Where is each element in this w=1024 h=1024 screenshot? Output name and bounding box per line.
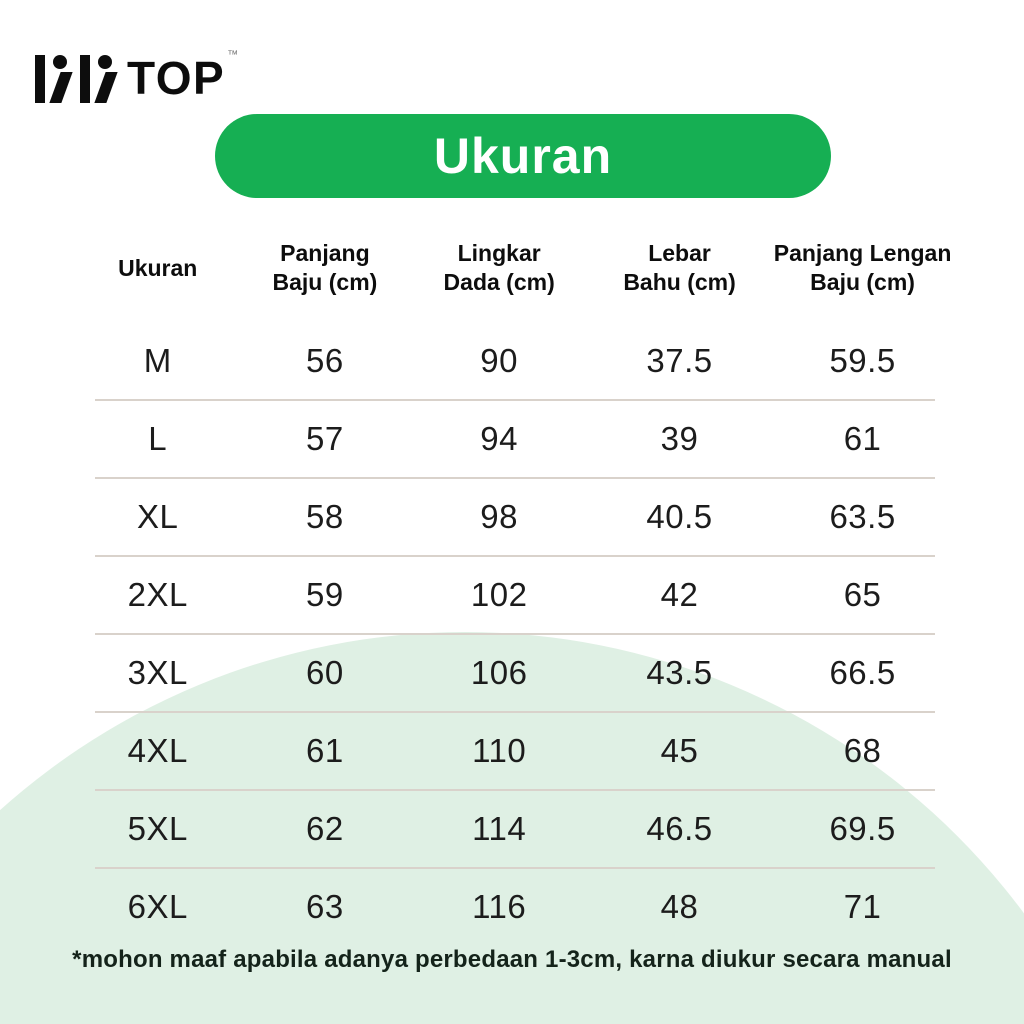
header-line: Panjang [280,240,370,266]
panjang-lengan-cell: 65 [843,576,882,613]
lingkar-dada-cell: 98 [480,498,518,535]
row-divider [95,789,935,791]
kk-logo-mark [35,45,118,103]
header-line: Dada (cm) [443,269,555,295]
panjang-baju-cell: 56 [306,342,344,379]
size-cell: 2XL [127,576,188,613]
table-row: 6XL 63 116 48 71 [75,869,955,945]
table-header-row: Ukuran Panjang Baju (cm) Lingkar Dada (cm)… [75,226,955,310]
lebar-bahu-cell: 42 [660,576,699,613]
lebar-bahu-cell: 37.5 [646,342,713,379]
size-cell: L [148,420,168,457]
k-bar-shape [35,55,45,103]
row-divider [95,555,935,557]
column-header-lingkar-dada: Lingkar Dada (cm) [409,226,589,310]
header-line: Baju (cm) [810,269,915,295]
row-divider [95,711,935,713]
brand-logo: TOP ™ [35,45,238,103]
lingkar-dada-cell: 114 [472,810,527,847]
panjang-lengan-cell: 66.5 [829,654,896,691]
size-cell: 5XL [127,810,188,847]
table-row: 5XL 62 114 46.5 69.5 [75,791,955,867]
k-leg-shape [94,72,118,103]
size-cell: XL [137,498,179,535]
table-row: 2XL 59 102 42 65 [75,557,955,633]
k-leg-shape [49,72,73,103]
header-line: Lingkar [457,240,541,266]
header-line: Ukuran [118,254,198,281]
panjang-lengan-cell: 69.5 [829,810,896,847]
size-cell: 6XL [127,888,188,925]
panjang-baju-cell: 61 [306,732,344,769]
lebar-bahu-cell: 46.5 [646,810,713,847]
panjang-baju-cell: 57 [306,420,344,457]
table-row: L 57 94 39 61 [75,401,955,477]
k-dot-shape [53,55,67,69]
table-body: M 56 90 37.5 59.5 L 57 94 39 61 XL 58 98… [75,323,955,945]
row-divider [95,399,935,401]
panjang-lengan-cell: 63.5 [829,498,896,535]
panjang-baju-cell: 63 [306,888,344,925]
lebar-bahu-cell: 39 [660,420,699,457]
lingkar-dada-cell: 94 [480,420,518,457]
page-title: Ukuran [433,128,613,184]
table-row: 4XL 61 110 45 68 [75,713,955,789]
panjang-lengan-cell: 68 [843,732,882,769]
table-row: M 56 90 37.5 59.5 [75,323,955,399]
lingkar-dada-cell: 116 [472,888,527,925]
trademark-symbol: ™ [227,49,239,61]
header-line: Lebar [648,240,711,266]
k-dot-shape [98,55,112,69]
panjang-lengan-cell: 59.5 [829,342,896,379]
lebar-bahu-cell: 48 [660,888,699,925]
header-line: Baju (cm) [272,269,378,295]
k-bar-shape [80,55,90,103]
panjang-baju-cell: 62 [306,810,344,847]
header-line: Panjang Lengan [773,240,952,266]
lingkar-dada-cell: 102 [470,576,528,613]
k-letter-icon [80,55,118,103]
lebar-bahu-cell: 40.5 [646,498,713,535]
size-cell: M [143,342,172,379]
column-header-ukuran: Ukuran [75,226,240,310]
header-line: Bahu (cm) [623,269,736,295]
table-row: XL 58 98 40.5 63.5 [75,479,955,555]
panjang-baju-cell: 60 [306,654,344,691]
panjang-lengan-cell: 71 [843,888,882,925]
size-cell: 3XL [127,654,188,691]
lebar-bahu-cell: 43.5 [646,654,713,691]
lebar-bahu-cell: 45 [660,732,699,769]
panjang-baju-cell: 58 [306,498,344,535]
panjang-baju-cell: 59 [306,576,344,613]
title-banner: Ukuran [215,114,831,198]
lingkar-dada-cell: 106 [470,654,528,691]
lingkar-dada-cell: 90 [480,342,518,379]
measurement-disclaimer: *mohon maaf apabila adanya perbedaan 1-3… [72,946,952,973]
brand-name: TOP [127,52,226,104]
size-cell: 4XL [127,732,188,769]
column-header-lebar-bahu: Lebar Bahu (cm) [589,226,770,310]
column-header-panjang-lengan: Panjang Lengan Baju (cm) [770,226,955,310]
row-divider [95,477,935,479]
k-letter-icon [35,55,73,103]
row-divider [95,633,935,635]
lingkar-dada-cell: 110 [472,732,527,769]
panjang-lengan-cell: 61 [843,420,882,457]
row-divider [95,867,935,869]
column-header-panjang-baju: Panjang Baju (cm) [240,226,409,310]
table-row: 3XL 60 106 43.5 66.5 [75,635,955,711]
